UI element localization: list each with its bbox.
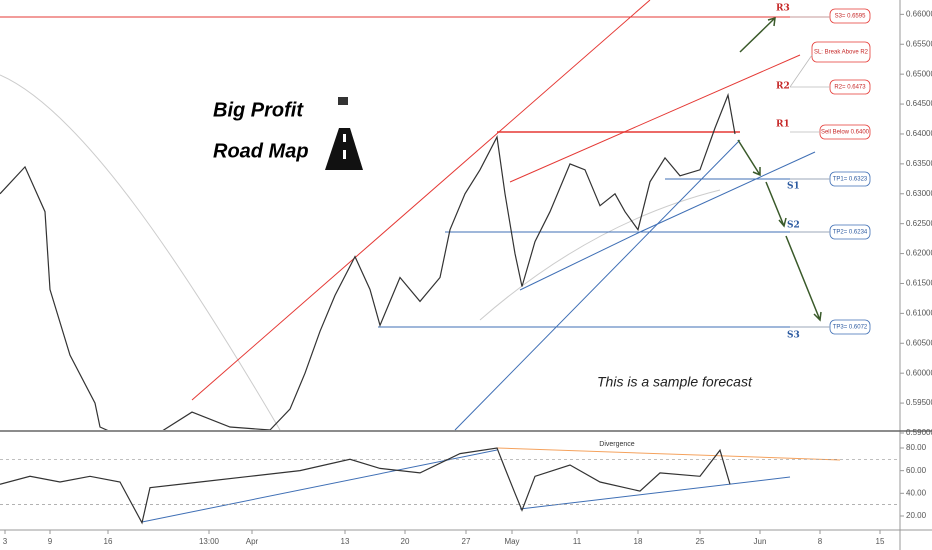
x-tick-label: 8 (818, 537, 823, 546)
divergence-label: Divergence (599, 441, 635, 448)
box-text: R2= 0.6473 (834, 85, 866, 91)
level-label: S3 (787, 331, 800, 341)
box-texts: S3= 0.6595 SL: Break Above R2 R2= 0.6473… (814, 14, 870, 331)
box-text: Sell Below 0.6400 (821, 130, 870, 136)
x-tick-label: Jun (754, 537, 767, 546)
x-tick-label: 27 (462, 537, 471, 546)
x-tick-label: 11 (573, 537, 582, 546)
arrows (737, 16, 822, 322)
headline: Big Profit (213, 99, 304, 121)
price-line (0, 447, 731, 525)
price-line (0, 92, 736, 430)
moving-average (0, 74, 721, 431)
level-label: S1 (787, 182, 800, 192)
level-label: R2 (776, 82, 790, 92)
box-text: TP3= 0.6072 (833, 325, 868, 331)
x-tick-label: 25 (696, 537, 705, 546)
note: This is a sample forecast (597, 374, 753, 390)
headline: Road Map (213, 140, 309, 162)
trend-line (454, 139, 741, 431)
trend-line (519, 231, 641, 291)
rsi-trend (141, 449, 498, 523)
box-text: TP2= 0.6234 (833, 230, 868, 236)
x-tick-label: 13 (341, 537, 350, 546)
level-label: S2 (787, 221, 800, 231)
y-tick-label: 40.00 (906, 488, 927, 497)
y-tick-label: 0.66000 (906, 9, 932, 18)
x-tick-label: 16 (104, 537, 113, 546)
annotations (0, 0, 871, 523)
trend-line (639, 151, 816, 233)
y-tick-label: 80.00 (906, 443, 927, 452)
road-icon (325, 97, 363, 170)
box-text: SL: Break Above R2 (814, 50, 869, 56)
level-labels: R3 R2 R1 S1 S2 S3 (776, 4, 800, 341)
rsi-divergence (496, 447, 841, 461)
rsi-trend (519, 476, 791, 510)
y-tick-label: 20.00 (906, 511, 927, 520)
level-label: R3 (776, 4, 790, 14)
x-tick-label: 15 (876, 537, 885, 546)
box-text: S3= 0.6595 (835, 14, 867, 20)
x-tick-label: 20 (401, 537, 410, 546)
x-tick-label: Apr (246, 537, 259, 546)
x-tick-label: 9 (48, 537, 53, 546)
level-label: R1 (776, 120, 790, 130)
x-tick-label: 13:00 (199, 537, 220, 546)
upper-trend (509, 54, 801, 183)
label-boxes (789, 8, 871, 335)
x-tick-label: 3 (3, 537, 8, 546)
x-tick-label: May (504, 537, 519, 546)
x-tick-label: 18 (634, 537, 643, 546)
box-text: TP1= 0.6323 (833, 177, 868, 183)
channel-line (191, 0, 651, 401)
y-tick-label: 60.00 (906, 466, 927, 475)
